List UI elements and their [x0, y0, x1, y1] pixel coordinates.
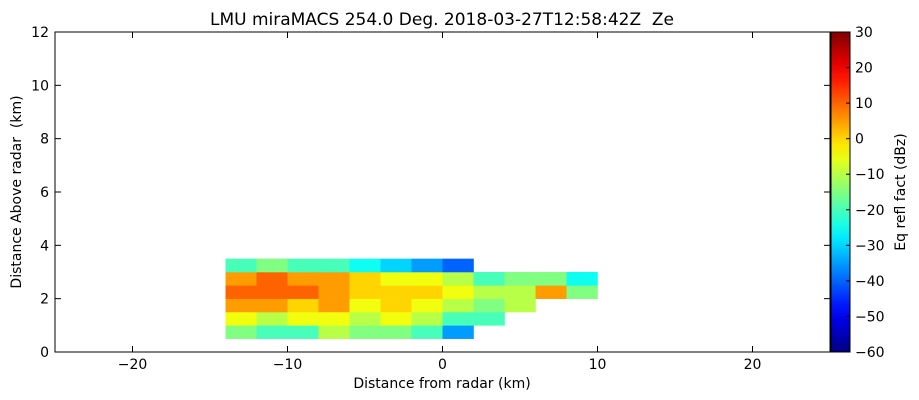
colorbar-tick-label: −30 — [855, 238, 885, 254]
y-tick-label: 10 — [31, 78, 49, 94]
heatmap-cell — [349, 272, 381, 286]
heatmap-cell — [411, 325, 443, 339]
heatmap-cell — [256, 272, 288, 286]
heatmap-cell — [380, 285, 412, 299]
heatmap-cell — [566, 285, 598, 299]
heatmap-cell — [349, 285, 381, 299]
colorbar-tick-label: −60 — [855, 345, 885, 361]
heatmap-cell — [504, 272, 536, 286]
heatmap-cell — [349, 298, 381, 313]
y-axis-label: Distance Above radar (km) — [9, 95, 25, 288]
x-tick-label: 20 — [744, 357, 762, 373]
x-tick-label: −10 — [273, 357, 303, 373]
colorbar — [830, 31, 851, 353]
heatmap-cell — [225, 272, 257, 286]
heatmap-cell — [287, 272, 319, 286]
y-tick-label: 2 — [40, 292, 49, 308]
heatmap-cell — [473, 285, 505, 299]
heatmap-cell — [442, 298, 474, 313]
heatmap-cell — [225, 258, 257, 273]
heatmap-cell — [380, 298, 412, 313]
x-tick-label: 0 — [438, 357, 447, 373]
heatmap-cell — [442, 272, 474, 286]
heatmap-cell — [442, 325, 474, 339]
colorbar-tick-label: −10 — [855, 167, 885, 183]
heatmap-cell — [256, 298, 288, 313]
heatmap-cell — [349, 312, 381, 326]
heatmap-cell — [411, 298, 443, 313]
heatmap-cell — [535, 285, 567, 299]
heatmap-cell — [473, 298, 505, 313]
heatmap-cell — [380, 325, 412, 339]
colorbar-tick-label: −20 — [855, 203, 885, 219]
x-axis-label: Distance from radar (km) — [353, 376, 530, 392]
heatmap-cell — [411, 258, 443, 273]
x-tick-label: 10 — [589, 357, 607, 373]
colorbar-label: Eq refl fact (dBz) — [893, 133, 909, 250]
heatmap-cell — [256, 285, 288, 299]
heatmap-cell — [380, 272, 412, 286]
y-tick-label: 8 — [40, 132, 49, 148]
colorbar-tick-label: −40 — [855, 274, 885, 290]
heatmap-cell — [349, 325, 381, 339]
heatmap-cell — [504, 298, 536, 313]
heatmap-cell — [287, 325, 319, 339]
heatmap-cell — [225, 298, 257, 313]
heatmap-cell — [287, 298, 319, 313]
heatmap-cell — [318, 258, 350, 273]
colorbar-tick-label: 30 — [855, 25, 873, 41]
y-tick-label: 4 — [40, 238, 49, 254]
heatmap-cell — [349, 258, 381, 273]
y-tick-label: 6 — [40, 185, 49, 201]
colorbar-tick-label: 10 — [855, 96, 873, 112]
chart-title: LMU miraMACS 254.0 Deg. 2018-03-27T12:58… — [210, 10, 674, 30]
heatmap-cell — [287, 258, 319, 273]
heatmap-cell — [535, 272, 567, 286]
heatmap-cell — [225, 325, 257, 339]
heatmap-cell — [473, 312, 505, 326]
colorbar-tick-label: −50 — [855, 309, 885, 325]
heatmap-cell — [380, 312, 412, 326]
heatmap-cell — [225, 285, 257, 299]
heatmap-cell — [442, 258, 474, 273]
heatmap-cell — [411, 285, 443, 299]
heatmap-cell — [411, 272, 443, 286]
colorbar-tick-label: 0 — [855, 132, 864, 148]
y-tick-label: 0 — [40, 345, 49, 361]
heatmap-cell — [318, 285, 350, 299]
x-tick-label: −20 — [118, 357, 148, 373]
heatmap-cell — [442, 285, 474, 299]
heatmap-cell — [287, 312, 319, 326]
heatmap-cell — [256, 312, 288, 326]
heatmap-cell — [473, 272, 505, 286]
heatmap-cell — [380, 258, 412, 273]
heatmap-cell — [411, 312, 443, 326]
heatmap-cell — [287, 285, 319, 299]
heatmap-cell — [318, 325, 350, 339]
heatmap-cell — [566, 272, 598, 286]
heatmap-cell — [504, 285, 536, 299]
heatmap-cell — [318, 312, 350, 326]
colorbar-tick-label: 20 — [855, 61, 873, 77]
heatmap-cell — [256, 325, 288, 339]
heatmap-cell — [318, 272, 350, 286]
heatmap-cell — [225, 312, 257, 326]
heatmap-cell — [256, 258, 288, 273]
heatmap-cell — [318, 298, 350, 313]
heatmap-cell — [442, 312, 474, 326]
y-tick-label: 12 — [31, 25, 49, 41]
